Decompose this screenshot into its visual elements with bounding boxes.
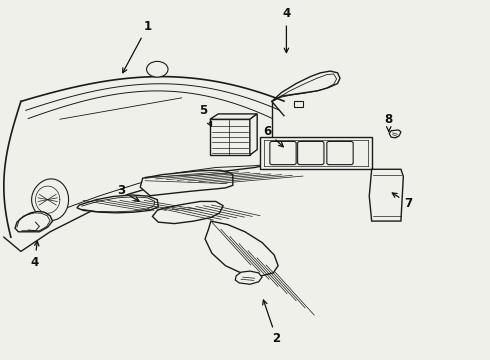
FancyBboxPatch shape (327, 141, 353, 165)
Polygon shape (260, 137, 372, 169)
Text: 4: 4 (282, 8, 291, 53)
Polygon shape (250, 114, 257, 155)
Polygon shape (294, 102, 303, 107)
FancyBboxPatch shape (297, 141, 324, 165)
Text: 6: 6 (263, 125, 283, 147)
Text: 7: 7 (392, 193, 412, 210)
Polygon shape (272, 71, 340, 102)
Polygon shape (389, 130, 401, 138)
Polygon shape (210, 119, 250, 155)
Polygon shape (369, 169, 403, 221)
Polygon shape (152, 202, 223, 224)
Text: 1: 1 (122, 20, 151, 73)
Polygon shape (140, 170, 233, 196)
Polygon shape (15, 211, 52, 232)
Polygon shape (77, 195, 158, 213)
Text: 3: 3 (117, 184, 139, 201)
Text: 4: 4 (30, 241, 39, 269)
Text: 5: 5 (199, 104, 212, 126)
FancyBboxPatch shape (270, 141, 296, 165)
Polygon shape (210, 114, 257, 119)
Circle shape (147, 62, 168, 77)
Polygon shape (32, 179, 69, 220)
Text: 2: 2 (263, 300, 281, 346)
Text: 8: 8 (385, 113, 393, 132)
Polygon shape (235, 271, 262, 284)
Polygon shape (205, 221, 278, 276)
